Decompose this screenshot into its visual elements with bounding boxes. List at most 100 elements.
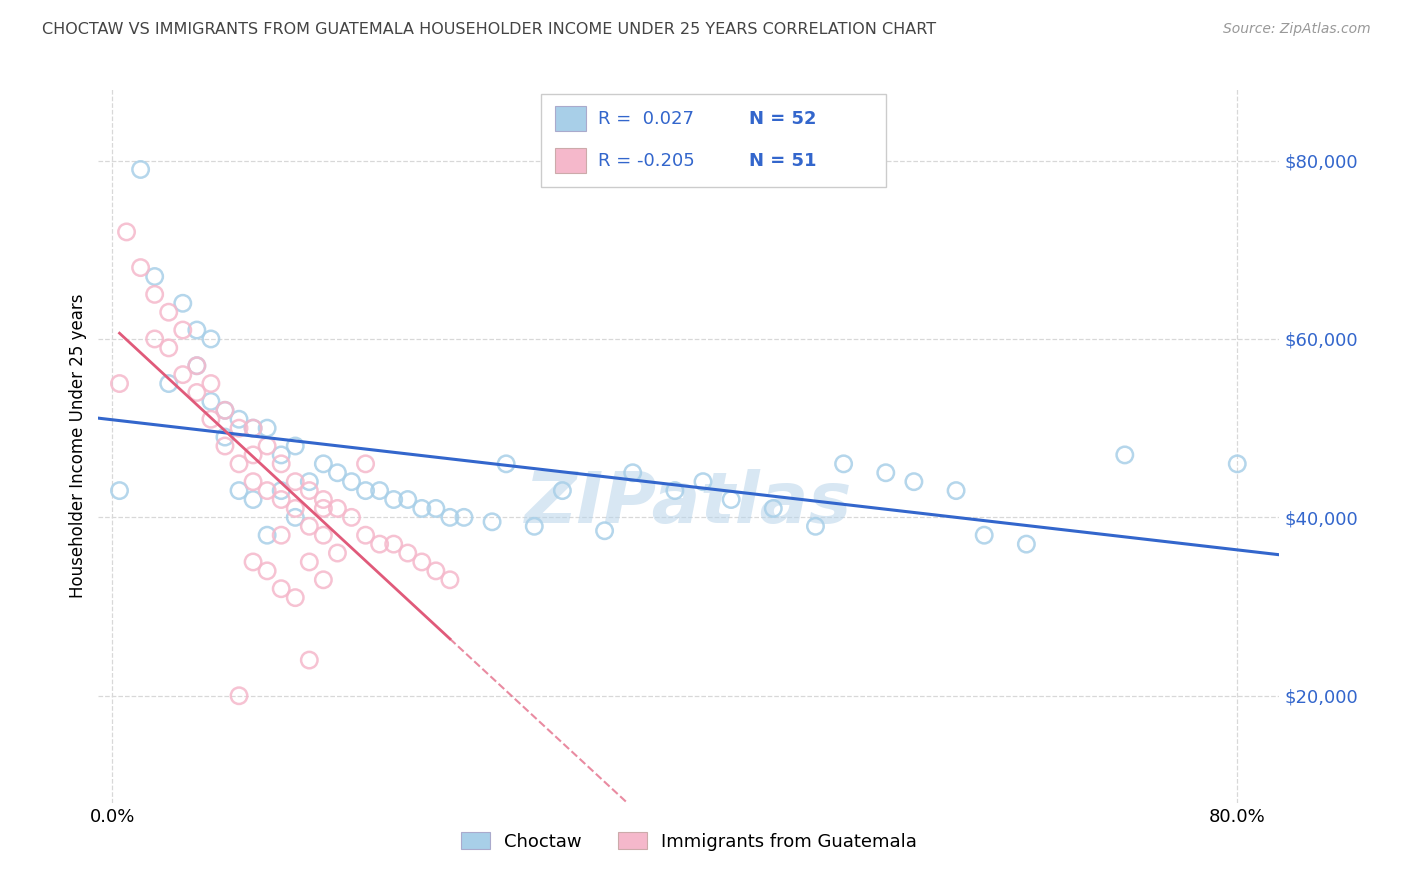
Point — [326, 546, 349, 560]
Point — [270, 582, 292, 596]
Point — [354, 457, 377, 471]
Point — [157, 376, 180, 391]
Text: ZIPatlas: ZIPatlas — [526, 468, 852, 538]
Point — [1226, 457, 1249, 471]
Point — [228, 689, 250, 703]
Point — [411, 555, 433, 569]
Point — [284, 475, 307, 489]
Point — [143, 269, 166, 284]
Point — [382, 492, 405, 507]
Point — [368, 537, 391, 551]
Point — [256, 483, 278, 498]
Point — [200, 394, 222, 409]
Point — [256, 421, 278, 435]
Point — [172, 368, 194, 382]
Point — [270, 457, 292, 471]
Text: R =  0.027: R = 0.027 — [598, 110, 693, 128]
Point — [115, 225, 138, 239]
Point — [425, 501, 447, 516]
Point — [186, 323, 208, 337]
Point — [298, 475, 321, 489]
Point — [157, 305, 180, 319]
Point — [1114, 448, 1136, 462]
Point — [270, 528, 292, 542]
Point — [762, 501, 785, 516]
Point — [228, 421, 250, 435]
Point — [284, 591, 307, 605]
Point — [186, 385, 208, 400]
Point — [312, 573, 335, 587]
Legend: Choctaw, Immigrants from Guatemala: Choctaw, Immigrants from Guatemala — [454, 825, 924, 858]
Point — [396, 492, 419, 507]
Point — [270, 448, 292, 462]
Point — [143, 332, 166, 346]
Point — [664, 483, 686, 498]
Point — [903, 475, 925, 489]
Point — [312, 457, 335, 471]
Point — [242, 492, 264, 507]
Point — [312, 528, 335, 542]
Point — [439, 573, 461, 587]
Point — [481, 515, 503, 529]
Point — [228, 412, 250, 426]
Point — [129, 162, 152, 177]
Point — [157, 341, 180, 355]
Point — [172, 323, 194, 337]
Point — [284, 501, 307, 516]
Text: N = 52: N = 52 — [749, 110, 817, 128]
Point — [439, 510, 461, 524]
Point — [298, 555, 321, 569]
Point — [242, 421, 264, 435]
Point — [284, 439, 307, 453]
Point — [593, 524, 616, 538]
Point — [312, 492, 335, 507]
Point — [411, 501, 433, 516]
Point — [242, 475, 264, 489]
Point — [186, 359, 208, 373]
Point — [108, 376, 131, 391]
Point — [945, 483, 967, 498]
Point — [284, 510, 307, 524]
Text: N = 51: N = 51 — [749, 152, 817, 169]
Point — [214, 403, 236, 417]
Point — [186, 359, 208, 373]
Point — [298, 653, 321, 667]
Text: Source: ZipAtlas.com: Source: ZipAtlas.com — [1223, 22, 1371, 37]
Point — [214, 439, 236, 453]
Point — [326, 501, 349, 516]
Point — [228, 483, 250, 498]
Point — [621, 466, 644, 480]
Point — [692, 475, 714, 489]
Y-axis label: Householder Income Under 25 years: Householder Income Under 25 years — [69, 293, 87, 599]
Point — [720, 492, 742, 507]
Point — [495, 457, 517, 471]
Point — [368, 483, 391, 498]
Point — [214, 430, 236, 444]
Point — [382, 537, 405, 551]
Point — [340, 475, 363, 489]
Point — [326, 466, 349, 480]
Point — [256, 528, 278, 542]
Point — [270, 492, 292, 507]
Point — [340, 510, 363, 524]
Point — [453, 510, 475, 524]
Point — [312, 501, 335, 516]
Point — [804, 519, 827, 533]
Point — [200, 332, 222, 346]
Point — [228, 457, 250, 471]
Point — [832, 457, 855, 471]
Point — [200, 376, 222, 391]
Point — [354, 483, 377, 498]
Point — [270, 483, 292, 498]
Text: R = -0.205: R = -0.205 — [598, 152, 695, 169]
Point — [354, 528, 377, 542]
Point — [108, 483, 131, 498]
Point — [242, 555, 264, 569]
Point — [298, 483, 321, 498]
Point — [298, 519, 321, 533]
Point — [396, 546, 419, 560]
Point — [143, 287, 166, 301]
Point — [256, 439, 278, 453]
Text: CHOCTAW VS IMMIGRANTS FROM GUATEMALA HOUSEHOLDER INCOME UNDER 25 YEARS CORRELATI: CHOCTAW VS IMMIGRANTS FROM GUATEMALA HOU… — [42, 22, 936, 37]
Point — [551, 483, 574, 498]
